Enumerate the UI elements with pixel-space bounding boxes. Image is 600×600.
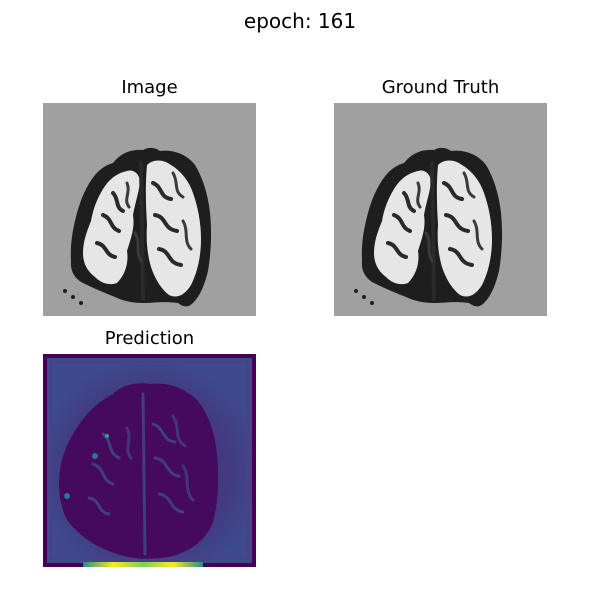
ground-truth-panel-title: Ground Truth: [381, 77, 500, 98]
figure-title: epoch: 161: [243, 9, 357, 33]
mri-image-panel: [43, 103, 256, 316]
image-panel-title: Image: [121, 77, 178, 98]
prediction-panel: [43, 354, 256, 567]
ground-truth-panel: [334, 103, 547, 316]
ground-truth-brain-image: [334, 103, 547, 316]
prediction-heatmap: [43, 354, 256, 567]
prediction-panel-title: Prediction: [104, 328, 195, 349]
mri-brain-image: [43, 103, 256, 316]
